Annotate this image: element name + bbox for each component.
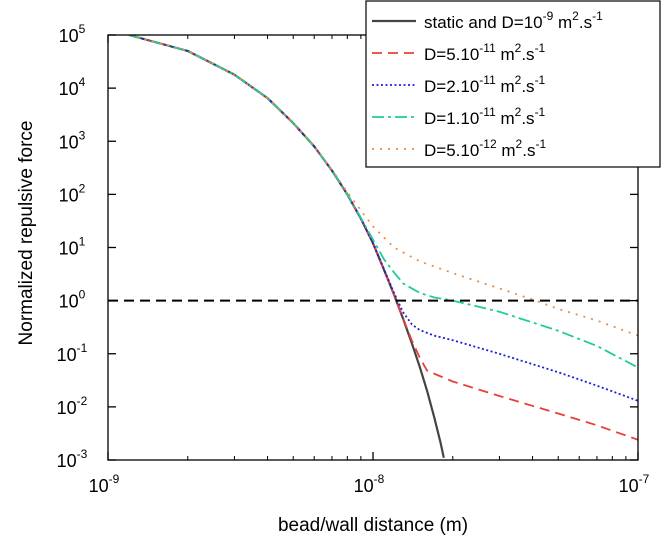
y-tick-label: 105 xyxy=(59,22,86,46)
y-tick-label: 10-3 xyxy=(57,447,88,471)
legend-label: D=5.10-12 m2.s-1 xyxy=(424,137,546,160)
y-axis-label: Normalized repulsive force xyxy=(16,121,37,346)
y-tick-label: 102 xyxy=(59,181,86,205)
y-tick-label: 10-1 xyxy=(57,341,88,365)
legend-label: static and D=10-9 m2.s-1 xyxy=(424,9,603,32)
y-tick-label: 101 xyxy=(59,235,86,259)
y-tick-label: 104 xyxy=(59,75,86,99)
x-tick-label: 10-7 xyxy=(619,472,650,496)
x-tick-label: 10-8 xyxy=(354,472,385,496)
legend-label: D=1.10-11 m2.s-1 xyxy=(424,105,546,128)
legend-label: D=5.10-11 m2.s-1 xyxy=(424,41,546,64)
y-tick-label: 103 xyxy=(59,128,86,152)
y-tick-label: 100 xyxy=(59,288,86,312)
axes: 10-9 10-8 10-7 105 104 103 102 101 100 10-1 10-2 10… xyxy=(57,22,650,496)
x-axis-label: bead/wall distance (m) xyxy=(278,515,468,536)
series-line-4 xyxy=(128,35,638,369)
legend-box xyxy=(365,0,661,168)
x-tick-label: 10-9 xyxy=(89,472,120,496)
legend-label: D=2.10-11 m2.s-1 xyxy=(424,73,546,96)
y-tick-label: 10-2 xyxy=(57,394,88,418)
legend: static and D=10-9 m2.s-1 D=5.10-11 m2.s-1… xyxy=(365,0,661,168)
series-layer xyxy=(128,35,638,459)
